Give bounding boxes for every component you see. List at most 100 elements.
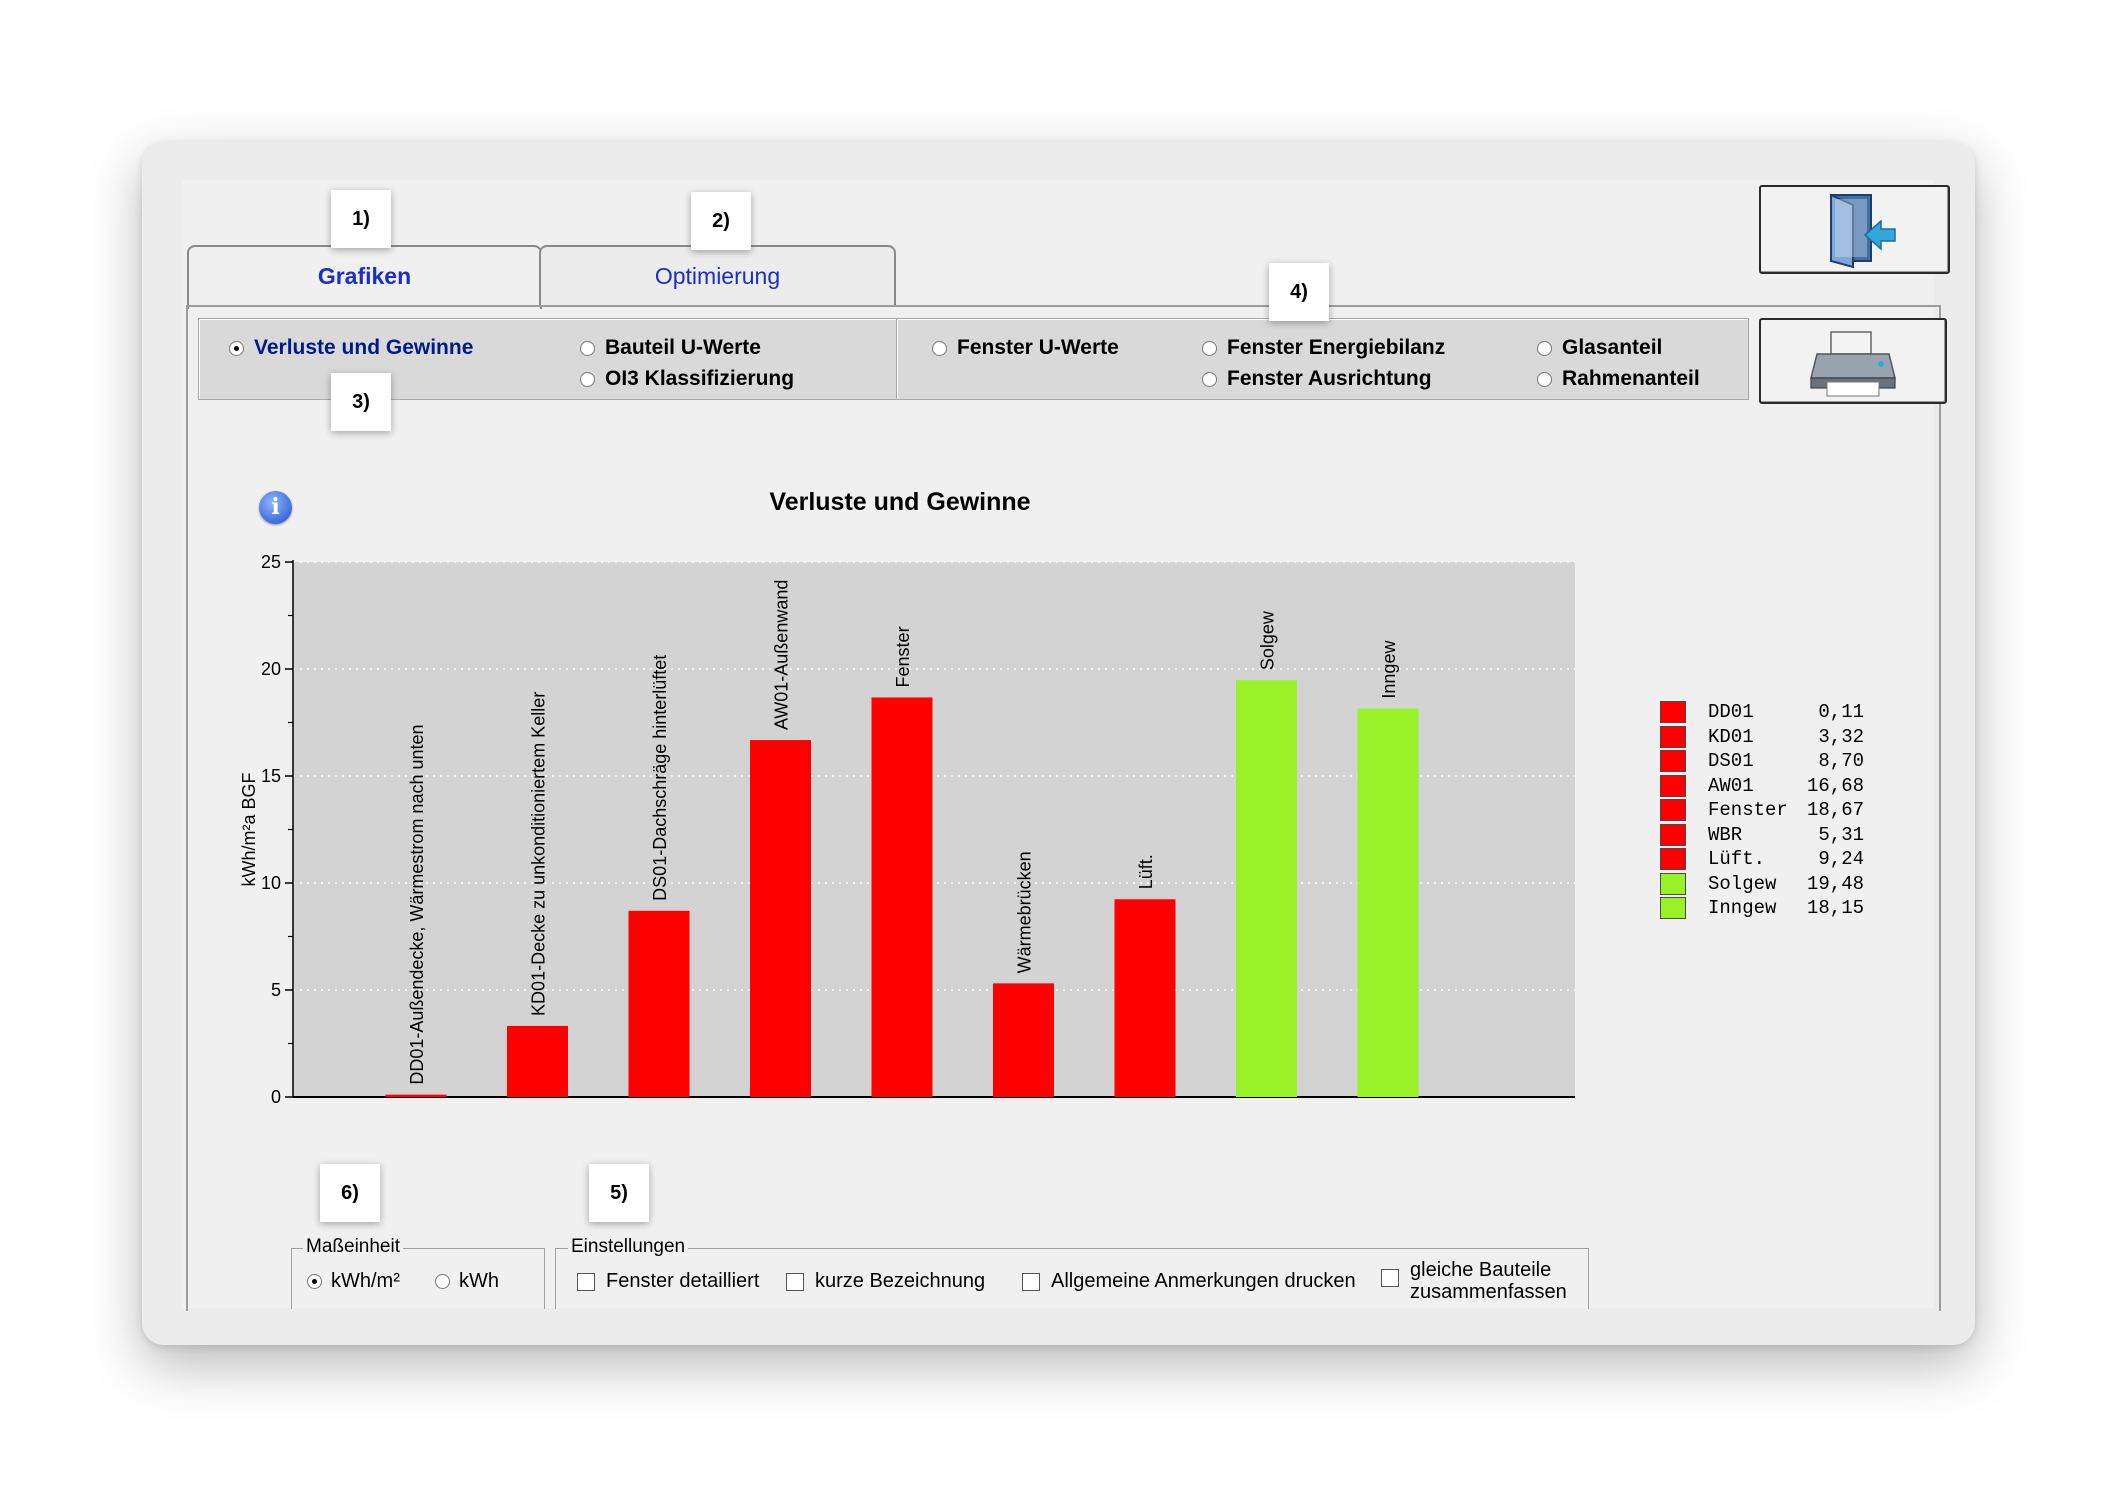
chart-bar [750,740,811,1097]
unit-group [291,1248,545,1309]
checkbox-anmerkungen-drucken[interactable]: Allgemeine Anmerkungen drucken [1022,1270,1356,1293]
legend-name: Inngew [1708,897,1777,920]
chart-bar [1236,680,1297,1097]
radio-dot [580,371,595,387]
checkbox-label: gleiche Bauteile zusammenfassen [1410,1259,1567,1303]
chart-title: Verluste und Gewinne [769,488,1031,516]
radio-dot [1537,340,1552,356]
unit-group-title: Maßeinheit [303,1236,403,1258]
legend-swatch [1660,799,1686,822]
radio-label: Fenster Ausrichtung [1227,367,1432,390]
legend-value: 8,70 [1818,750,1864,773]
legend-name: DS01 [1708,750,1754,773]
legend-swatch [1660,823,1686,846]
radio-dot [307,1274,322,1289]
chart-bar [871,697,933,1097]
checkbox-label: Fenster detailliert [606,1270,760,1292]
tab-optimierung[interactable]: Optimierung [539,245,896,307]
bar-label: Lüft. [1136,854,1156,889]
legend-swatch [1660,701,1686,724]
checkbox-box [1381,1269,1399,1287]
radio-label: OI3 Klassifizierung [605,367,795,390]
radio-kwh-m2[interactable]: kWh/m² [307,1270,400,1293]
radio-verluste-gewinne[interactable]: Verluste und Gewinne [229,336,473,360]
bar-label: Inngew [1379,640,1399,699]
legend-item: WBR 5,31 [1660,823,1864,848]
info-icon[interactable]: i [259,491,292,524]
radio-fenster-u-werte[interactable]: Fenster U-Werte [932,336,1119,360]
chart-bar [385,1094,447,1097]
legend-item: Fenster 18,67 [1660,798,1864,823]
legend-swatch [1660,750,1686,773]
callout-6: 6) [320,1164,380,1222]
legend-item: Lüft. 9,24 [1660,847,1864,872]
callout-4: 4) [1269,263,1329,321]
legend-name: AW01 [1708,774,1754,797]
legend-name: WBR [1708,823,1743,846]
radio-kwh[interactable]: kWh [435,1270,499,1293]
legend-item: DS01 8,70 [1660,749,1864,774]
settings-group [555,1248,1589,1309]
legend-item: DD01 0,11 [1660,700,1864,725]
chart-bar [628,910,690,1097]
legend-value: 19,48 [1806,872,1864,895]
checkbox-box [1022,1272,1040,1291]
option-group-graphics [198,318,897,400]
bar-label: DD01-Außendecke, Wärmestrom nach unten [407,724,427,1084]
checkbox-label: kurze Bezeichnung [815,1270,986,1292]
radio-label: kWh/m² [331,1270,400,1292]
legend-name: Fenster [1708,799,1788,822]
checkbox-kurze-bezeichnung[interactable]: kurze Bezeichnung [786,1270,985,1293]
radio-dot [580,340,595,356]
radio-label: Verluste und Gewinne [254,336,474,359]
bar-label: Solgew [1258,610,1278,670]
legend-swatch [1660,725,1686,748]
callout-3: 3) [331,373,391,431]
chart-legend: DD01 0,11 KD01 3,32 DS01 8,70 AW01 16,68 Fenster… [1660,700,1864,921]
y-tick-label: 0 [271,1087,281,1107]
radio-dot [932,340,947,356]
radio-fenster-energiebilanz[interactable]: Fenster Energiebilanz [1202,336,1445,360]
legend-item: AW01 16,68 [1660,774,1864,799]
chart-bar [1357,708,1419,1097]
checkbox-fenster-detailliert[interactable]: Fenster detailliert [577,1270,759,1293]
y-tick-label: 15 [261,766,281,786]
tab-content-frame [186,305,1941,1311]
checkbox-label-line1: gleiche Bauteile [1410,1259,1552,1281]
legend-name: Solgew [1708,872,1777,895]
settings-group-title: Einstellungen [568,1236,689,1258]
radio-oi3-klassifizierung[interactable]: OI3 Klassifizierung [580,367,794,391]
legend-value: 3,32 [1818,725,1864,748]
radio-fenster-ausrichtung[interactable]: Fenster Ausrichtung [1202,367,1432,391]
legend-item: KD01 3,32 [1660,725,1864,750]
bar-label: Wärmebrücken [1015,851,1035,973]
y-tick-label: 20 [261,659,281,679]
checkbox-label-line2: zusammenfassen [1410,1281,1567,1303]
radio-label: Rahmenanteil [1562,367,1700,390]
legend-value: 5,31 [1818,823,1864,846]
checkbox-box [786,1272,804,1291]
checkbox-gleiche-bauteile[interactable]: gleiche Bauteile zusammenfassen [1381,1259,1567,1303]
bar-chart: 0 5 10 15 20 25 kWh/m²a BGF DD01-Außendecke, Wä… [239,552,1575,1107]
checkbox-box [577,1272,595,1291]
legend-swatch [1660,774,1686,797]
printer-icon [1810,331,1896,397]
radio-bauteil-u-werte[interactable]: Bauteil U-Werte [580,336,761,360]
bar-label: AW01-Außenwand [772,580,792,730]
print-button[interactable] [1759,318,1947,404]
legend-swatch [1660,848,1686,871]
radio-rahmenanteil[interactable]: Rahmenanteil [1537,367,1700,391]
exit-button[interactable] [1759,185,1950,274]
legend-swatch [1660,872,1686,895]
bar-label: KD01-Decke zu unkonditioniertem Keller [529,692,549,1016]
radio-dot [435,1274,450,1289]
radio-glasanteil[interactable]: Glasanteil [1537,336,1662,360]
y-tick-label: 25 [261,552,281,572]
checkbox-label: Allgemeine Anmerkungen drucken [1051,1270,1356,1292]
legend-value: 18,67 [1806,799,1864,822]
callout-2: 2) [691,192,751,250]
radio-dot [1202,371,1217,387]
tab-grafiken[interactable]: Grafiken [187,245,542,309]
radio-label: Fenster Energiebilanz [1227,336,1446,359]
chart-bar [993,983,1054,1097]
